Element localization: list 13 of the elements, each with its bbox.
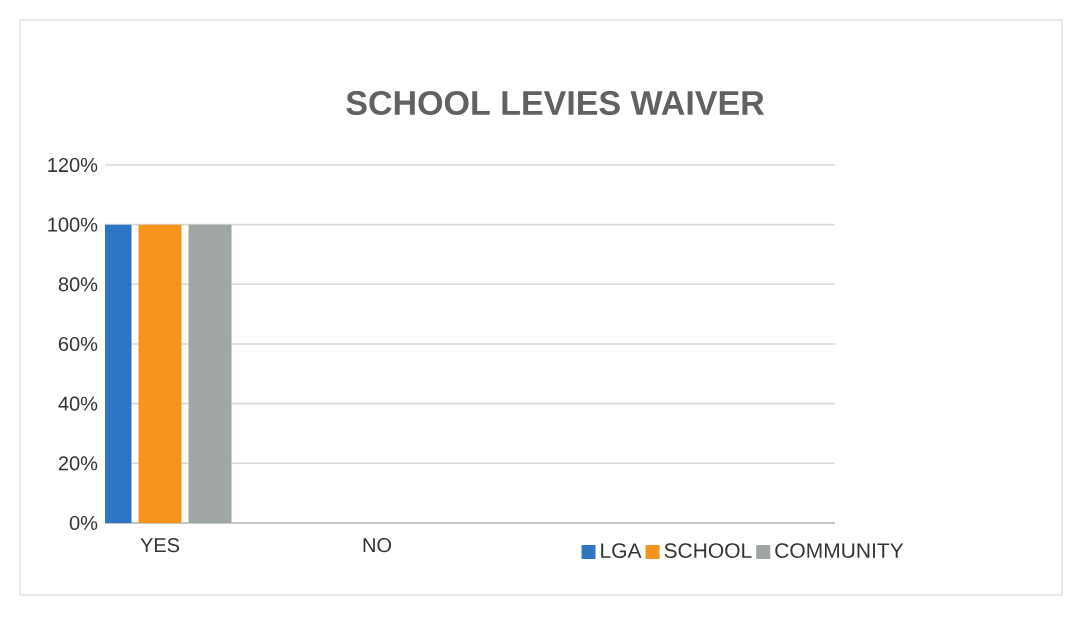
legend-label: COMMUNITY (775, 543, 904, 559)
y-tick-label: 0% (69, 515, 98, 531)
legend-label: SCHOOL (664, 543, 752, 559)
y-tick-label: 100% (48, 217, 98, 232)
y-tick-label: 80% (58, 277, 98, 292)
y-tick-label: 40% (58, 396, 98, 411)
text: SCHOOL LEVIES WAIVER (346, 90, 765, 116)
x-tick-label: YES (140, 538, 180, 553)
y-tick-label: 60% (58, 336, 98, 352)
x-tick-label: NO (363, 538, 392, 553)
legend-label: LGA (601, 543, 642, 559)
y-tick-label: 20% (58, 456, 98, 471)
y-tick-label: 120% (48, 157, 98, 173)
